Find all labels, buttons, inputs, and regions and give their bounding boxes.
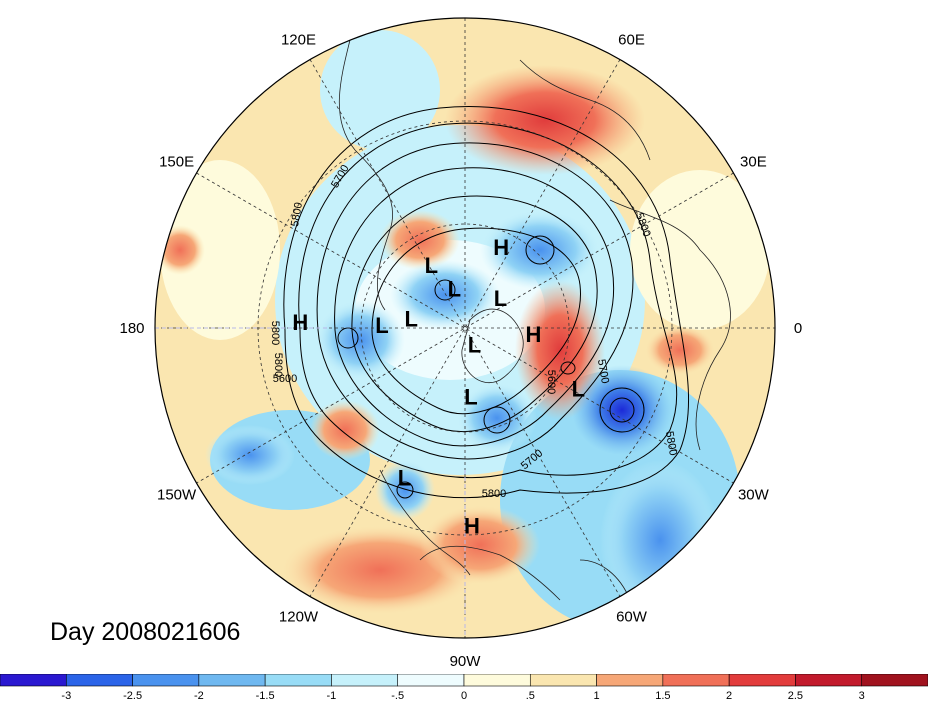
colorbar-swatch bbox=[529, 674, 597, 687]
colorbar-tick-label: -1.5 bbox=[256, 690, 275, 702]
anomaly-shading bbox=[155, 18, 775, 638]
colorbar-tick-label: 1.5 bbox=[655, 690, 670, 702]
colorbar-tick-label: .5 bbox=[526, 690, 535, 702]
contour-label: 5800 bbox=[663, 430, 679, 456]
low-pressure-label: L bbox=[448, 277, 461, 302]
longitude-label: 30E bbox=[740, 154, 767, 171]
high-pressure-label: H bbox=[464, 513, 480, 538]
colorbar-swatch bbox=[463, 674, 531, 687]
colorbar-tick-label: -1 bbox=[327, 690, 337, 702]
colorbar-swatch bbox=[264, 674, 332, 687]
longitude-labels: 90E 60E 30E 0 30W 60W 90W 120W 150W 180 150E 120E bbox=[119, 0, 802, 670]
contour-label: 5600 bbox=[545, 370, 557, 394]
colorbar-tick-label: 2.5 bbox=[788, 690, 803, 702]
longitude-label: 30W bbox=[738, 487, 770, 504]
longitude-label: 90E bbox=[452, 0, 479, 4]
colorbar-swatch bbox=[728, 674, 796, 687]
longitude-label: 150W bbox=[157, 487, 197, 504]
colorbar-tick-label: -2.5 bbox=[123, 690, 142, 702]
contour-label: 5800 bbox=[289, 201, 305, 227]
low-pressure-label: L bbox=[404, 307, 417, 332]
high-pressure-label: H bbox=[292, 310, 308, 335]
polar-stereographic-map: 90E 60E 30E 0 30W 60W 90W 120W 150W 180 150E 120E 5… bbox=[119, 0, 802, 670]
longitude-label: 120W bbox=[279, 608, 319, 625]
longitude-label: 150E bbox=[159, 154, 194, 171]
height-contours bbox=[283, 106, 690, 499]
colorbar-tick-label: 1 bbox=[594, 690, 600, 702]
contour-label: 5600 bbox=[273, 373, 297, 385]
colorbar-swatch bbox=[65, 674, 133, 687]
coastlines bbox=[338, 39, 731, 631]
colorbar-swatch bbox=[795, 674, 863, 687]
colorbar-swatch bbox=[397, 674, 465, 687]
colorbar-tick-label: -3 bbox=[61, 690, 71, 702]
colorbar-tick-label: -2 bbox=[194, 690, 204, 702]
low-pressure-label: L bbox=[572, 376, 585, 401]
contour-label: 5800 bbox=[269, 321, 281, 345]
colorbar-swatch bbox=[861, 674, 928, 687]
colorbar-swatch bbox=[0, 674, 67, 687]
colorbar-tick-label: 2 bbox=[726, 690, 732, 702]
contour-label: 5800 bbox=[482, 488, 506, 500]
colorbar-swatch bbox=[198, 674, 266, 687]
colorbar-tick-label: 3 bbox=[859, 690, 865, 702]
low-pressure-label: L bbox=[375, 313, 388, 338]
low-pressure-label: L bbox=[398, 466, 411, 491]
low-pressure-label: L bbox=[425, 253, 438, 278]
colorbar-swatch bbox=[132, 674, 200, 687]
day-label: Day 2008021606 bbox=[50, 618, 241, 646]
contour-label: 5800 bbox=[272, 353, 284, 377]
longitude-label: 180 bbox=[119, 320, 144, 337]
longitude-label: 120E bbox=[281, 32, 316, 49]
high-pressure-label: H bbox=[493, 235, 509, 260]
longitude-label: 0 bbox=[794, 320, 802, 337]
colorbar-swatch bbox=[331, 674, 399, 687]
longitude-label: 60E bbox=[618, 32, 645, 49]
colorbar: -3 -2.5 -2 -1.5 -1 -.5 0 .5 1 1.5 2 2.5 3 bbox=[0, 674, 928, 702]
low-pressure-label: L bbox=[468, 332, 481, 357]
longitude-label: 90W bbox=[450, 653, 482, 670]
colorbar-tick-label: -.5 bbox=[391, 690, 404, 702]
colorbar-swatch bbox=[596, 674, 664, 687]
colorbar-swatch bbox=[662, 674, 730, 687]
contour-label: 5700 bbox=[595, 358, 611, 384]
map-boundary bbox=[154, 17, 776, 639]
colorbar-tick-label: 0 bbox=[461, 690, 467, 702]
low-pressure-label: L bbox=[464, 385, 477, 410]
high-pressure-label: H bbox=[526, 322, 542, 347]
low-pressure-label: L bbox=[494, 286, 507, 311]
longitude-label: 60W bbox=[616, 608, 648, 625]
